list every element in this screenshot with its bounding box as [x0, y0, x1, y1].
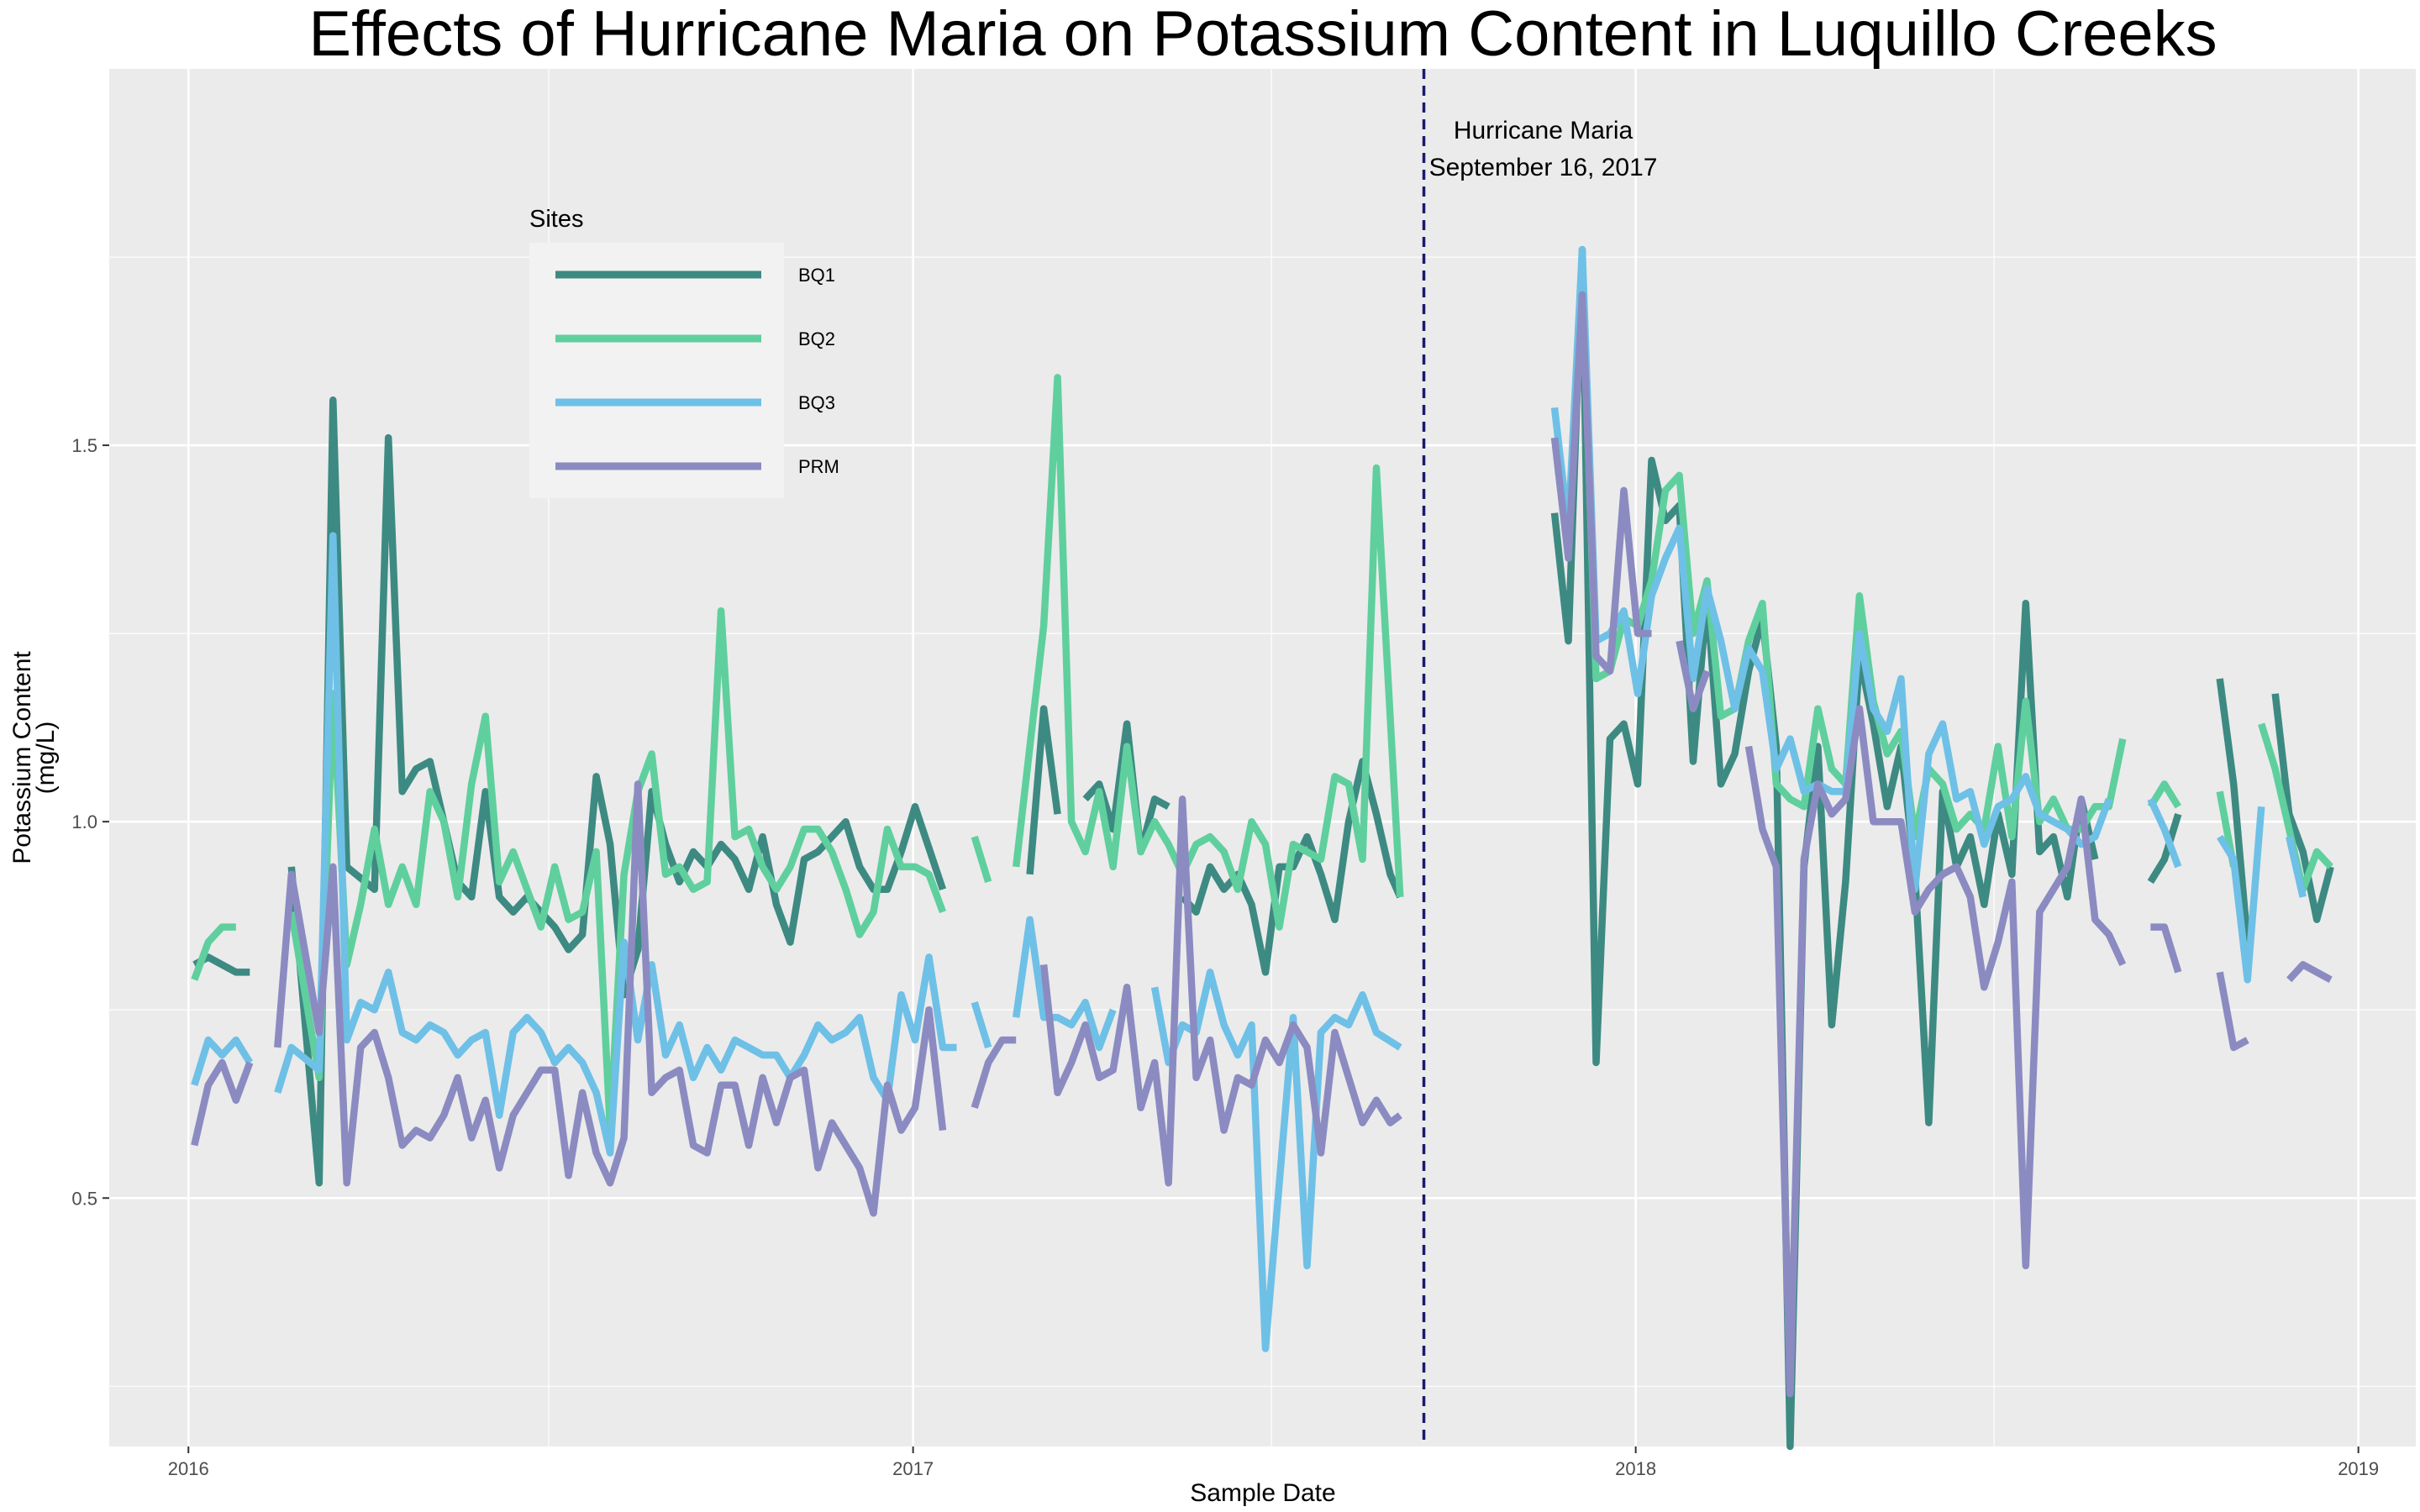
series-line-bq2 — [1012, 374, 1404, 931]
series-line-bq1 — [1026, 705, 1061, 875]
x-axis-ticks: 2016 2017 2018 2019 — [168, 1446, 2379, 1479]
legend-title: Sites — [529, 206, 583, 233]
legend-box — [529, 243, 784, 498]
series-line-bq3 — [2286, 836, 2307, 898]
legend-label-prm: PRM — [798, 456, 839, 477]
chart-title: Effects of Hurricane Maria on Potassium … — [308, 0, 2217, 70]
series-line-bq3 — [191, 1036, 253, 1087]
series-line-bq2 — [971, 835, 992, 884]
y-axis-title-line-2: (mg/L) — [32, 722, 60, 795]
series-line-bq1 — [2216, 678, 2251, 942]
series-line-prm — [2150, 923, 2182, 974]
series-line-bq1 — [2147, 812, 2182, 885]
series-line-prm — [2286, 961, 2333, 984]
y-axis-title-line-1: Potassium Content — [8, 651, 36, 864]
series-line-bq3 — [1550, 245, 2112, 894]
series-line-prm — [191, 1058, 254, 1147]
legend-items: BQ1 BQ2 BQ3 PRM — [555, 265, 839, 477]
series-line-bq3 — [1012, 916, 1117, 1052]
series-line-bq3 — [2217, 806, 2265, 984]
y-axis-ticks: 0.5 1.0 1.5 — [71, 435, 109, 1209]
series-line-prm — [2216, 971, 2249, 1052]
legend-label-bq3: BQ3 — [798, 392, 835, 413]
x-tick-label: 2017 — [892, 1458, 934, 1479]
y-tick-label: 1.5 — [71, 435, 97, 456]
series-line-prm — [1676, 640, 1711, 712]
legend: Sites BQ1 BQ2 BQ3 PRM — [529, 206, 839, 498]
series-line-bq1 — [2271, 693, 2334, 923]
series-line-bq2 — [287, 606, 946, 1134]
hurricane-annotation-date: September 16, 2017 — [1429, 154, 1658, 181]
x-tick-label: 2018 — [1615, 1458, 1656, 1479]
x-tick-label: 2016 — [168, 1458, 209, 1479]
x-axis-title: Sample Date — [1190, 1479, 1335, 1507]
series-line-prm — [1744, 705, 2127, 1398]
series-line-prm — [1039, 795, 1402, 1187]
y-tick-label: 0.5 — [71, 1188, 97, 1209]
series-line-bq2 — [2147, 780, 2181, 809]
legend-label-bq1: BQ1 — [798, 265, 835, 286]
legend-label-bq2: BQ2 — [798, 328, 835, 349]
x-tick-label: 2019 — [2338, 1458, 2379, 1479]
y-tick-label: 1.0 — [71, 811, 97, 832]
series-line-prm — [1550, 291, 1652, 675]
hurricane-annotation-title: Hurricane Maria — [1454, 117, 1634, 144]
series-line-bq3 — [274, 532, 957, 1157]
series-line-prm — [274, 780, 947, 1217]
series-lines — [191, 245, 2334, 1451]
series-line-bq1 — [1082, 720, 1171, 856]
series-line-bq3 — [2147, 797, 2182, 869]
series-line-bq2 — [191, 923, 236, 981]
series-line-prm — [971, 1036, 1017, 1109]
series-line-bq3 — [971, 1001, 992, 1049]
